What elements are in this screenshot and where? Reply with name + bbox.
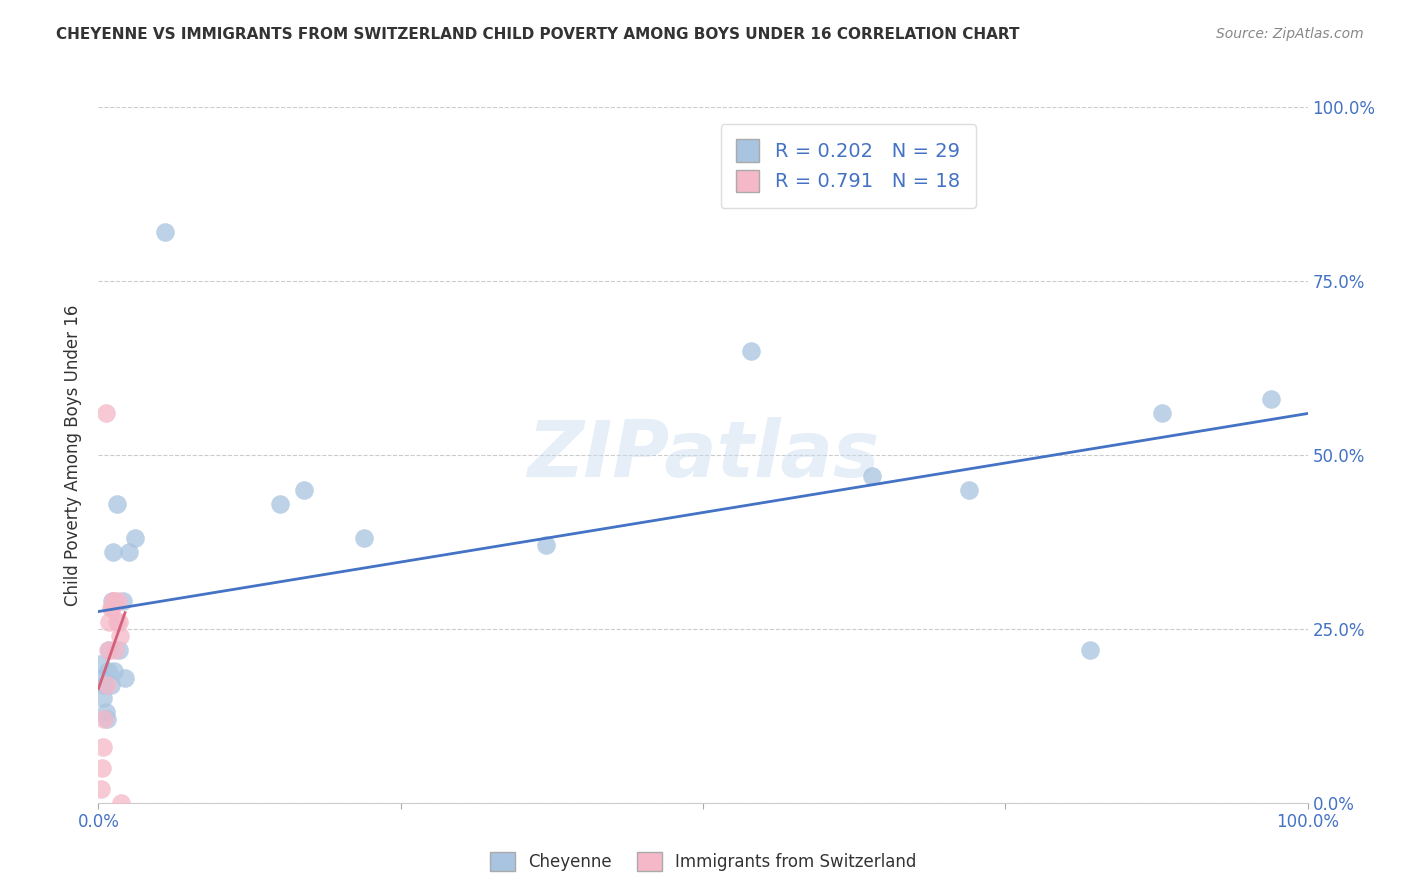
Point — [104, 642, 127, 657]
Point — [89, 657, 111, 671]
Point — [111, 594, 134, 608]
Point — [100, 601, 122, 615]
Point — [100, 594, 122, 608]
Point — [100, 677, 122, 691]
Point — [93, 712, 115, 726]
Point — [96, 712, 118, 726]
Point — [94, 406, 117, 420]
Point — [860, 468, 883, 483]
Point — [91, 761, 114, 775]
Point — [91, 691, 114, 706]
Point — [98, 615, 121, 629]
Point — [108, 615, 131, 629]
Point — [100, 601, 122, 615]
Point — [91, 740, 114, 755]
Point — [105, 615, 128, 629]
Point — [153, 225, 176, 239]
Text: CHEYENNE VS IMMIGRANTS FROM SWITZERLAND CHILD POVERTY AMONG BOYS UNDER 16 CORREL: CHEYENNE VS IMMIGRANTS FROM SWITZERLAND … — [56, 27, 1019, 42]
Point — [91, 671, 114, 685]
Y-axis label: Child Poverty Among Boys Under 16: Child Poverty Among Boys Under 16 — [65, 304, 83, 606]
Point — [292, 483, 315, 497]
Point — [1078, 642, 1101, 657]
Point — [114, 671, 136, 685]
Point — [118, 545, 141, 559]
Point — [957, 483, 980, 497]
Text: Source: ZipAtlas.com: Source: ZipAtlas.com — [1216, 27, 1364, 41]
Point — [1260, 392, 1282, 407]
Point — [1152, 406, 1174, 420]
Point — [93, 677, 115, 691]
Point — [534, 538, 557, 552]
Point — [269, 497, 291, 511]
Point — [108, 642, 131, 657]
Point — [97, 642, 120, 657]
Point — [103, 594, 125, 608]
Point — [96, 677, 118, 691]
Point — [108, 629, 131, 643]
Point — [101, 594, 124, 608]
Point — [94, 706, 117, 720]
Point — [124, 532, 146, 546]
Point — [97, 664, 120, 678]
Point — [107, 594, 129, 608]
Text: ZIPatlas: ZIPatlas — [527, 417, 879, 493]
Legend: Cheyenne, Immigrants from Switzerland: Cheyenne, Immigrants from Switzerland — [484, 846, 922, 878]
Point — [98, 642, 121, 657]
Point — [110, 796, 132, 810]
Point — [740, 343, 762, 358]
Point — [353, 532, 375, 546]
Point — [90, 781, 112, 796]
Point — [105, 497, 128, 511]
Point — [103, 664, 125, 678]
Point — [101, 545, 124, 559]
